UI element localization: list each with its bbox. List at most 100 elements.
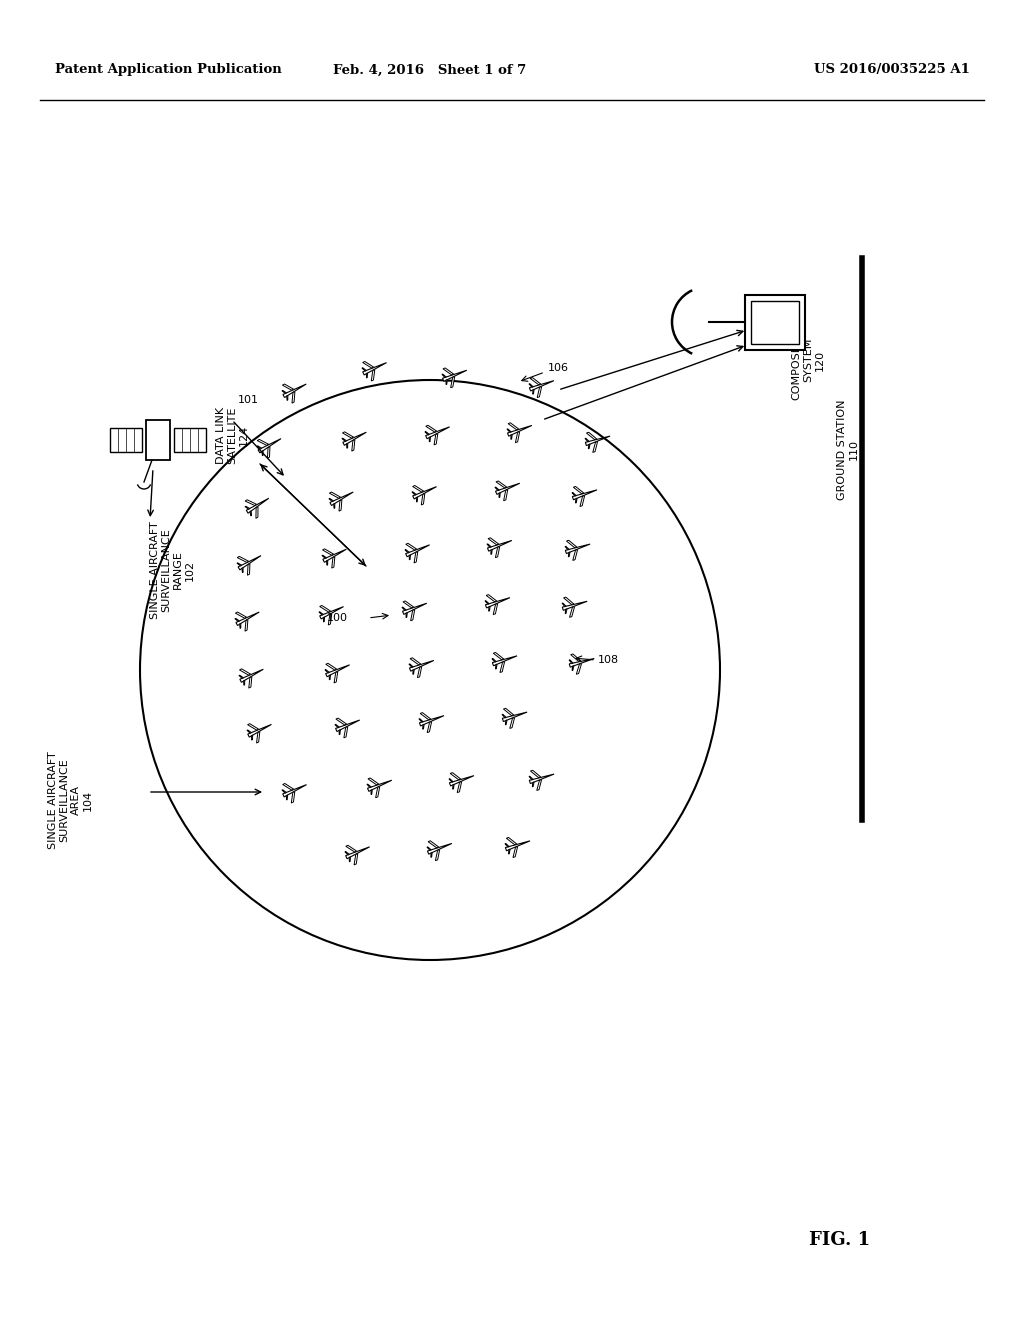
- Polygon shape: [236, 612, 247, 618]
- Polygon shape: [367, 784, 372, 788]
- Text: Feb. 4, 2016   Sheet 1 of 7: Feb. 4, 2016 Sheet 1 of 7: [334, 63, 526, 77]
- Polygon shape: [247, 498, 269, 513]
- Polygon shape: [345, 851, 349, 855]
- Polygon shape: [421, 494, 425, 506]
- Polygon shape: [538, 387, 542, 397]
- Polygon shape: [346, 845, 356, 851]
- Polygon shape: [503, 711, 527, 722]
- Polygon shape: [562, 602, 587, 610]
- Polygon shape: [267, 446, 270, 458]
- Polygon shape: [402, 603, 427, 614]
- Polygon shape: [406, 544, 417, 550]
- Polygon shape: [325, 669, 330, 673]
- Polygon shape: [530, 378, 541, 384]
- Polygon shape: [344, 726, 348, 738]
- Polygon shape: [427, 847, 431, 850]
- Polygon shape: [488, 537, 499, 545]
- Polygon shape: [453, 784, 455, 789]
- Polygon shape: [362, 363, 386, 375]
- Polygon shape: [575, 498, 578, 503]
- Polygon shape: [494, 603, 498, 615]
- Polygon shape: [343, 432, 367, 445]
- Polygon shape: [530, 771, 541, 777]
- Polygon shape: [496, 664, 497, 669]
- Polygon shape: [589, 444, 590, 449]
- Polygon shape: [493, 656, 517, 665]
- Polygon shape: [234, 618, 240, 622]
- Polygon shape: [334, 672, 338, 682]
- Polygon shape: [346, 847, 370, 859]
- Polygon shape: [426, 426, 450, 438]
- Polygon shape: [502, 714, 506, 718]
- Polygon shape: [427, 843, 452, 854]
- Polygon shape: [362, 362, 374, 368]
- Polygon shape: [342, 432, 353, 438]
- Polygon shape: [428, 841, 438, 847]
- Polygon shape: [431, 853, 432, 858]
- Polygon shape: [532, 781, 534, 787]
- Polygon shape: [342, 438, 346, 441]
- Text: GROUND STATION
110: GROUND STATION 110: [838, 400, 859, 500]
- Polygon shape: [508, 422, 519, 430]
- Polygon shape: [494, 652, 504, 660]
- Polygon shape: [515, 432, 520, 442]
- Bar: [174, 428, 206, 451]
- Polygon shape: [240, 623, 241, 628]
- Bar: [745, 294, 805, 350]
- Polygon shape: [409, 664, 414, 668]
- Polygon shape: [499, 492, 501, 498]
- Polygon shape: [451, 772, 461, 780]
- Text: 101: 101: [238, 395, 259, 405]
- Polygon shape: [569, 659, 594, 667]
- Polygon shape: [420, 715, 444, 726]
- Polygon shape: [412, 492, 417, 495]
- Polygon shape: [487, 540, 512, 552]
- Polygon shape: [287, 396, 288, 400]
- Polygon shape: [287, 795, 288, 800]
- Polygon shape: [572, 549, 578, 561]
- Polygon shape: [570, 653, 581, 661]
- Polygon shape: [324, 616, 325, 622]
- Polygon shape: [529, 774, 554, 784]
- Polygon shape: [529, 380, 554, 391]
- Polygon shape: [507, 429, 511, 433]
- Polygon shape: [504, 709, 514, 715]
- Polygon shape: [451, 376, 455, 388]
- Polygon shape: [443, 368, 454, 375]
- Polygon shape: [239, 556, 261, 570]
- Polygon shape: [414, 552, 418, 562]
- Polygon shape: [244, 680, 245, 685]
- Polygon shape: [496, 546, 500, 557]
- Polygon shape: [565, 544, 590, 553]
- Polygon shape: [572, 665, 573, 671]
- Polygon shape: [506, 841, 530, 851]
- Polygon shape: [573, 487, 584, 494]
- Polygon shape: [580, 495, 585, 507]
- Polygon shape: [250, 511, 252, 516]
- Text: 108: 108: [598, 655, 620, 665]
- Polygon shape: [252, 735, 253, 741]
- Polygon shape: [262, 450, 263, 455]
- Polygon shape: [257, 446, 262, 449]
- Polygon shape: [434, 433, 438, 445]
- Polygon shape: [504, 490, 508, 500]
- Polygon shape: [323, 549, 346, 562]
- Polygon shape: [330, 675, 331, 680]
- Polygon shape: [505, 843, 509, 847]
- Polygon shape: [413, 486, 424, 492]
- Polygon shape: [257, 731, 260, 743]
- Polygon shape: [237, 562, 242, 566]
- Polygon shape: [425, 432, 429, 434]
- Polygon shape: [282, 391, 287, 393]
- Polygon shape: [247, 730, 252, 733]
- Polygon shape: [245, 619, 248, 631]
- Polygon shape: [326, 665, 349, 677]
- Text: DATA LINK
SATELLITE
124: DATA LINK SATELLITE 124: [216, 407, 249, 463]
- Polygon shape: [242, 568, 243, 573]
- Text: FIG. 1: FIG. 1: [809, 1232, 870, 1249]
- Text: 106: 106: [548, 363, 569, 374]
- Polygon shape: [490, 549, 493, 554]
- Text: SINGLE AIRCRAFT
SURVEILLANCE
AREA
104: SINGLE AIRCRAFT SURVEILLANCE AREA 104: [47, 751, 92, 849]
- Polygon shape: [423, 725, 424, 729]
- Polygon shape: [418, 667, 422, 677]
